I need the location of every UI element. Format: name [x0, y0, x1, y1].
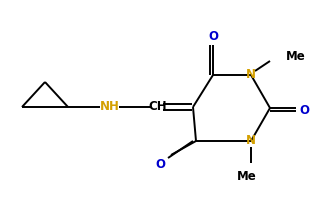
Text: N: N	[246, 135, 256, 148]
Text: O: O	[155, 158, 165, 172]
Text: N: N	[246, 69, 256, 82]
Text: O: O	[208, 31, 218, 43]
Text: Me: Me	[237, 171, 257, 184]
Text: O: O	[299, 103, 309, 116]
Text: CH: CH	[149, 101, 167, 113]
Text: Me: Me	[286, 50, 306, 62]
Text: NH: NH	[100, 101, 120, 113]
